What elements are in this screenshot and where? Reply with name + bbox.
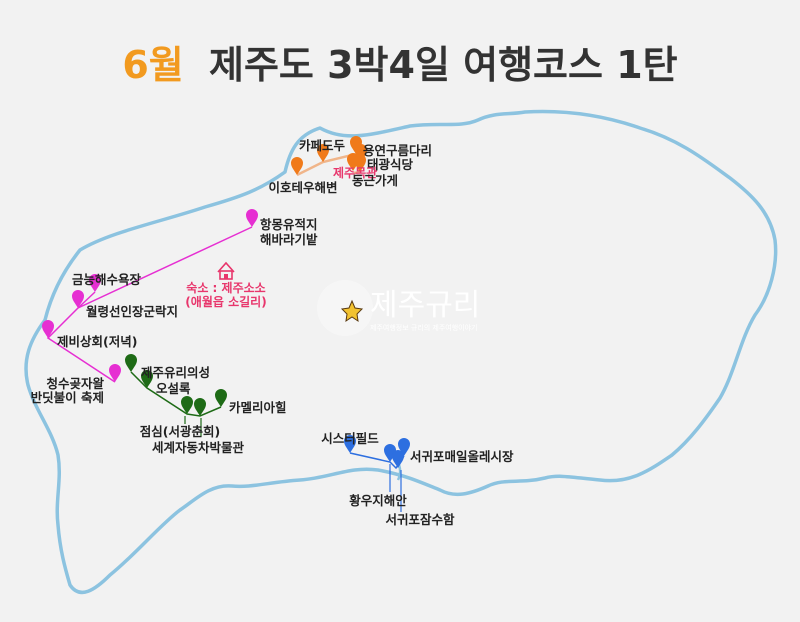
label-donggun-store: 동근가게: [352, 173, 398, 188]
label-jejumok: 제주목관: [333, 165, 377, 180]
pin-hangmong-map-pin-icon: [246, 209, 258, 227]
label-osulloc: 오설록: [156, 381, 191, 396]
label-yuri-castle: 제주유리의성: [141, 365, 210, 380]
house-icon: [217, 261, 235, 280]
label-cheongsu-gotjawal: 청수곶자왈: [46, 376, 104, 391]
pin-cafe-dodu-map-pin-icon: [317, 144, 329, 162]
pin-geumneung-map-pin-icon: [89, 274, 101, 292]
label-sunflower-field: 해바라기밭: [260, 232, 318, 247]
label-geumneung-beach: 금능해수욕장: [72, 272, 142, 287]
pin-jebi-map-pin-icon: [42, 320, 54, 338]
label-olle-market: 서귀포매일올레시장: [410, 449, 514, 464]
pin-taegwang-map-pin-icon: [355, 144, 367, 162]
pin-submarine-map-pin-icon: [392, 450, 404, 468]
label-sister-field: 시스터필드: [321, 431, 379, 446]
label-submarine: 서귀포잠수함: [385, 512, 455, 527]
pin-auto-map-pin-icon: [194, 398, 206, 416]
pin-iho-map-pin-icon: [291, 157, 303, 175]
pin-hwangu-map-pin-icon: [384, 444, 396, 462]
label-firefly-festival: 반딧불이 축제: [31, 390, 104, 405]
label-taegwang-restaurant: 태광식당: [367, 157, 414, 172]
watermark-text: 제주규리: [370, 288, 480, 323]
label-jebi-store: 제비상회(저녁): [57, 334, 137, 349]
star-icon: [340, 299, 364, 323]
pin-jejumok-map-pin-icon: [347, 153, 359, 171]
jeju-island-coastline: [24, 109, 778, 595]
label-iho-beach: 이호테우해변: [268, 180, 337, 195]
route-magenta-branch: [77, 291, 96, 309]
map-pins: [42, 136, 410, 468]
pin-olle-market-map-pin-icon: [398, 438, 410, 456]
title-text: 제주도 3박4일 여행코스 1탄: [209, 43, 678, 87]
title-highlight: 6월: [122, 43, 183, 87]
page-title: 6월 제주도 3박4일 여행코스 1탄: [122, 43, 677, 87]
watermark: 제주규리 제주여행정보 규리의 제주여행이야기: [317, 280, 480, 336]
label-lunch: 점심(서광춘희): [140, 424, 220, 439]
label-hangmong-site: 항몽유적지: [260, 217, 318, 232]
pin-sister-map-pin-icon: [344, 435, 356, 453]
pin-yuri-map-pin-icon: [125, 354, 137, 372]
label-stay: 숙소 : 제주소소: [186, 281, 265, 295]
label-auto-museum: 세계자동차박물관: [152, 440, 245, 455]
pin-osulloc-map-pin-icon: [141, 370, 153, 388]
pin-lunch-map-pin-icon: [181, 396, 193, 414]
pin-wolryeong-map-pin-icon: [72, 290, 84, 308]
watermark-circle: [317, 280, 373, 336]
label-stay-address: (애월읍 소길리): [185, 294, 266, 309]
pin-yongyeon-map-pin-icon: [350, 136, 362, 154]
label-camellia-hill: 카멜리아힐: [229, 400, 287, 415]
pin-camellia-map-pin-icon: [215, 389, 227, 407]
pin-cheongsu-map-pin-icon: [109, 364, 121, 382]
label-cafe-dodu: 카페도두: [299, 138, 346, 153]
label-wolryeong-cactus: 월령선인장군락지: [86, 304, 178, 319]
watermark-subtext: 제주여행정보 규리의 제주여행이야기: [370, 323, 478, 332]
label-hwangu-coast: 황우지해안: [349, 493, 407, 508]
route-magenta-line: [46, 226, 253, 383]
label-yongyeon-bridge: 용연구름다리: [363, 143, 432, 158]
